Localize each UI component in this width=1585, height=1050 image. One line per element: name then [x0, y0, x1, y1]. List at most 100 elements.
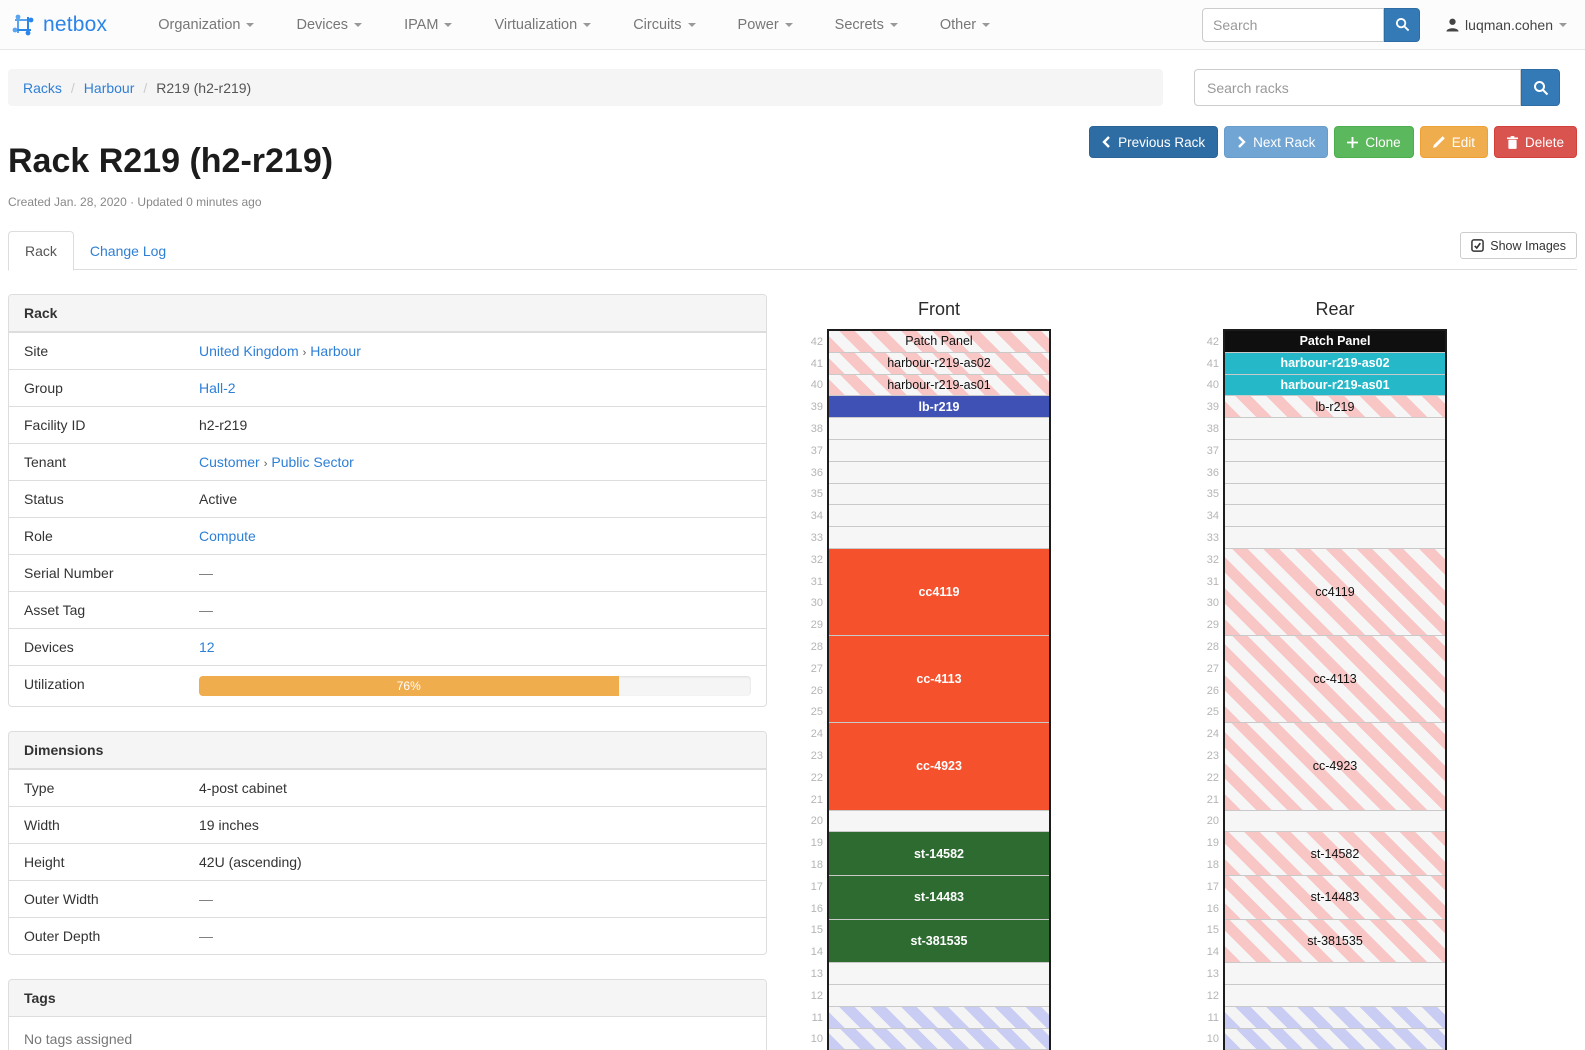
- rack-search-button[interactable]: [1521, 69, 1560, 106]
- unit-number-36: 36: [1206, 466, 1219, 479]
- rack-unit-st-14483[interactable]: st-14483: [829, 875, 1049, 920]
- unit-number-30: 30: [1206, 597, 1219, 610]
- rack-unit-empty[interactable]: [1225, 418, 1445, 440]
- unit-number-21: 21: [1206, 793, 1219, 806]
- rack-unit-harbour-r219-as01[interactable]: harbour-r219-as01: [1225, 374, 1445, 397]
- tenant-group-link[interactable]: Customer: [199, 454, 260, 470]
- rack-unit-lb-r219[interactable]: lb-r219: [829, 396, 1049, 419]
- nav-item-virtualization[interactable]: Virtualization: [473, 17, 612, 33]
- unit-number-32: 32: [1206, 553, 1219, 566]
- unit-number-33: 33: [810, 532, 823, 545]
- unit-number-42: 42: [810, 335, 823, 348]
- rack-unit-empty[interactable]: [1225, 483, 1445, 506]
- devices-count-link[interactable]: 12: [199, 639, 215, 655]
- rack-unit-harbour-r219-as02[interactable]: harbour-r219-as02: [829, 352, 1049, 375]
- tags-panel: Tags No tags assigned: [8, 979, 767, 1050]
- rack-unit-empty[interactable]: [829, 418, 1049, 440]
- rack-unit-reserved-empty[interactable]: [829, 1028, 1049, 1050]
- rack-unit-cc-4113[interactable]: cc-4113: [829, 636, 1049, 724]
- tab-change-log[interactable]: Change Log: [89, 243, 167, 259]
- rack-unit-empty[interactable]: [829, 963, 1049, 985]
- rack-unit-empty[interactable]: [829, 527, 1049, 549]
- unit-number-23: 23: [1206, 750, 1219, 763]
- dim-row-type: Type 4-post cabinet: [9, 769, 766, 806]
- unit-number-27: 27: [1206, 662, 1219, 675]
- rack-unit-empty[interactable]: [829, 984, 1049, 1007]
- rack-unit-cc-4923[interactable]: cc-4923: [1225, 723, 1445, 811]
- rack-unit-st-14483[interactable]: st-14483: [1225, 875, 1445, 920]
- utilization-percent: 76%: [396, 679, 421, 693]
- unit-number-27: 27: [810, 662, 823, 675]
- unit-number-42: 42: [1206, 335, 1219, 348]
- utilization-bar: 76%: [199, 676, 751, 696]
- rack-unit-harbour-r219-as01[interactable]: harbour-r219-as01: [829, 374, 1049, 397]
- rack-unit-cc-4113[interactable]: cc-4113: [1225, 636, 1445, 724]
- pencil-icon: [1432, 136, 1445, 148]
- chevron-left-icon: [1102, 136, 1110, 148]
- rack-unit-harbour-r219-as02[interactable]: harbour-r219-as02: [1225, 352, 1445, 375]
- role-link[interactable]: Compute: [199, 528, 256, 544]
- status-value: Active: [199, 491, 238, 507]
- rack-unit-reserved-empty[interactable]: [1225, 1028, 1445, 1050]
- nav-item-secrets[interactable]: Secrets: [814, 17, 919, 33]
- global-search-input[interactable]: [1202, 7, 1385, 42]
- rack-unit-st-381535[interactable]: st-381535: [829, 919, 1049, 964]
- nav-item-other[interactable]: Other: [919, 17, 1011, 33]
- rack-unit-empty[interactable]: [1225, 527, 1445, 549]
- nav-item-power[interactable]: Power: [717, 17, 814, 33]
- site-link[interactable]: Harbour: [310, 343, 361, 359]
- chevron-down-icon: [583, 22, 592, 27]
- rack-unit-patch-panel[interactable]: Patch Panel: [1225, 331, 1445, 353]
- rack-unit-empty[interactable]: [829, 483, 1049, 506]
- next-rack-button[interactable]: Next Rack: [1224, 126, 1329, 158]
- rack-unit-empty[interactable]: [829, 439, 1049, 462]
- rack-unit-reserved-empty[interactable]: [829, 1006, 1049, 1029]
- previous-rack-button[interactable]: Previous Rack: [1089, 126, 1219, 158]
- rack-unit-cc4119[interactable]: cc4119: [1225, 548, 1445, 637]
- unit-number-39: 39: [1206, 401, 1219, 414]
- tab-rack[interactable]: Rack: [8, 231, 74, 271]
- global-search: [1202, 7, 1421, 42]
- global-search-button[interactable]: [1384, 7, 1421, 42]
- asset-tag-value: —: [199, 602, 213, 618]
- clone-button[interactable]: Clone: [1334, 126, 1414, 158]
- show-images-button[interactable]: Show Images: [1460, 232, 1577, 259]
- rack-unit-cc-4923[interactable]: cc-4923: [829, 723, 1049, 811]
- nav-item-ipam[interactable]: IPAM: [383, 17, 473, 33]
- chevron-down-icon: [354, 22, 363, 27]
- unit-number-10: 10: [810, 1033, 823, 1046]
- rack-unit-lb-r219[interactable]: lb-r219: [1225, 396, 1445, 419]
- rack-unit-empty[interactable]: [829, 810, 1049, 833]
- unit-number-13: 13: [1206, 968, 1219, 980]
- rack-search-input[interactable]: [1194, 69, 1521, 106]
- nav-item-organization[interactable]: Organization: [137, 17, 275, 33]
- user-menu[interactable]: luqman.cohen: [1446, 17, 1567, 33]
- rack-unit-st-14582[interactable]: st-14582: [829, 832, 1049, 876]
- rack-unit-patch-panel[interactable]: Patch Panel: [829, 331, 1049, 353]
- rack-unit-reserved-empty[interactable]: [1225, 1006, 1445, 1029]
- rack-unit-empty[interactable]: [829, 461, 1049, 484]
- breadcrumb-harbour[interactable]: Harbour: [83, 79, 135, 96]
- rack-unit-empty[interactable]: [1225, 984, 1445, 1007]
- rack-unit-empty[interactable]: [1225, 439, 1445, 462]
- site-region-link[interactable]: United Kingdom: [199, 343, 299, 359]
- nav-item-devices[interactable]: Devices: [275, 17, 383, 33]
- chevron-down-icon: [246, 22, 255, 27]
- rack-unit-st-381535[interactable]: st-381535: [1225, 919, 1445, 964]
- rack-unit-st-14582[interactable]: st-14582: [1225, 832, 1445, 876]
- tenant-link[interactable]: Public Sector: [271, 454, 354, 470]
- unit-number-11: 11: [811, 1011, 823, 1024]
- rack-unit-empty[interactable]: [1225, 963, 1445, 985]
- rack-unit-cc4119[interactable]: cc4119: [829, 548, 1049, 637]
- edit-button[interactable]: Edit: [1419, 126, 1488, 158]
- nav-item-circuits[interactable]: Circuits: [612, 17, 716, 33]
- rack-row-utilization: Utilization 76%: [9, 665, 766, 706]
- delete-button[interactable]: Delete: [1493, 126, 1577, 158]
- rack-unit-empty[interactable]: [1225, 505, 1445, 528]
- netbox-brand[interactable]: netbox: [10, 12, 107, 38]
- rack-unit-empty[interactable]: [1225, 461, 1445, 484]
- rack-unit-empty[interactable]: [829, 505, 1049, 528]
- group-link[interactable]: Hall-2: [199, 380, 236, 396]
- rack-unit-empty[interactable]: [1225, 810, 1445, 833]
- breadcrumb-racks[interactable]: Racks: [23, 79, 62, 96]
